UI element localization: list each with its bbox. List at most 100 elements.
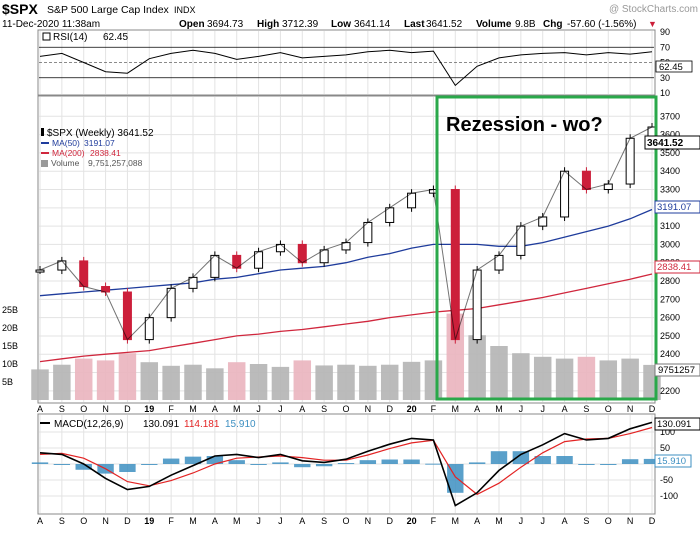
ma200-legend-value: 2838.41 [90, 148, 121, 158]
macd-month-label: 19 [144, 516, 154, 526]
rsi-tick-label: 90 [660, 27, 670, 37]
macd-histogram-bar [294, 464, 311, 468]
grid-layer [39, 31, 654, 513]
rsi-tick-label: 70 [660, 42, 670, 52]
macd-month-label: J [540, 516, 545, 526]
macd-tick-label: -100 [660, 491, 678, 501]
ma200-last-badge-text: 2838.41 [657, 262, 691, 273]
price-month-label: A [212, 404, 218, 414]
rsi-legend-value: 62.45 [103, 32, 128, 43]
macd-month-label: A [299, 516, 305, 526]
macd-series [31, 421, 661, 507]
volume-bar [184, 364, 202, 400]
macd-month-label: F [168, 516, 174, 526]
macd-hist-badge: 15.910 [654, 454, 692, 468]
macd-month-label: M [452, 516, 460, 526]
volume-tick-label: 5B [2, 377, 13, 387]
macd-month-label: F [431, 516, 437, 526]
price-month-label: O [80, 404, 87, 414]
macd-month-label: N [102, 516, 109, 526]
price-month-label: J [256, 404, 261, 414]
macd-legend-label: MACD(12,26,9) [54, 419, 123, 430]
price-month-label: A [562, 404, 568, 414]
macd-tick-label: 100 [660, 427, 675, 437]
macd-hist-badge-text: 15.910 [657, 456, 686, 467]
volume-bar [555, 358, 574, 400]
volume-bar [96, 360, 115, 400]
macd-legend-macd-value: 130.091 [143, 419, 180, 430]
rsi-series [39, 49, 653, 87]
stat-high-label: High [257, 19, 279, 30]
volume-legend-label: Volume [51, 158, 80, 168]
price-month-label: 20 [407, 404, 417, 414]
macd-histogram-bar [162, 458, 180, 464]
macd-month-label: M [495, 516, 503, 526]
macd-month-label: S [321, 516, 327, 526]
price-tick-label: 3500 [660, 148, 680, 158]
macd-month-label: A [212, 516, 218, 526]
volume-bar [621, 358, 639, 400]
macd-histogram-bar [315, 464, 333, 467]
macd-month-label: N [627, 516, 634, 526]
volume-bar [424, 360, 443, 400]
price-tick-label: 2800 [660, 276, 680, 286]
rsi-legend-label: RSI(14) [53, 32, 87, 43]
price-tick-label: 3000 [660, 239, 680, 249]
macd-histogram-bar [184, 456, 202, 464]
price-month-label: N [102, 404, 109, 414]
macd-histogram-bar [250, 464, 267, 465]
macd-month-label: D [386, 516, 393, 526]
volume-bar [512, 353, 530, 400]
price-month-label: J [540, 404, 545, 414]
price-month-label: M [495, 404, 503, 414]
ma200-legend-label: MA(200) [52, 148, 85, 158]
macd-histogram-bar [359, 460, 377, 464]
macd-histogram-bar [337, 463, 355, 465]
volume-tick-label: 25B [2, 305, 18, 315]
price-last-badge-text: 3641.52 [647, 138, 684, 149]
macd-last-badge-box [654, 417, 700, 431]
volume-bar [490, 346, 508, 400]
price-month-label: A [474, 404, 480, 414]
stat-last-label: Last [404, 19, 425, 30]
price-month-label: O [342, 404, 349, 414]
volume-bar [402, 361, 421, 400]
volume-bar [140, 362, 159, 400]
price-month-label: D [124, 404, 131, 414]
rsi-last-badge: 62.45 [655, 60, 693, 73]
macd-histogram-bar [600, 464, 617, 465]
macd-line [39, 421, 653, 507]
macd-histogram-bar [534, 456, 551, 464]
price-month-label: A [299, 404, 305, 414]
macd-legend-hist-value: 15.910 [225, 419, 256, 430]
volume-tick-label: 15B [2, 341, 18, 351]
volume-bar [227, 362, 246, 400]
ma50-line [39, 208, 653, 297]
macd-month-label: A [562, 516, 568, 526]
volume-last-badge-text: 9751257 [658, 365, 695, 376]
volume-tick-label: 10B [2, 359, 18, 369]
stat-low-value: 3641.14 [354, 19, 391, 30]
macd-histogram-bar [206, 456, 224, 464]
volume-legend-swatch [41, 160, 48, 167]
volume-bar [337, 364, 355, 400]
rsi-tick-label: 10 [660, 88, 670, 98]
price-legend-title: $SPX (Weekly) 3641.52 [47, 128, 154, 139]
price-tick-label: 3300 [660, 185, 680, 195]
price-last-badge: 3641.52 [644, 135, 700, 150]
price-tick-label: 2400 [660, 349, 680, 359]
price-month-label: J [278, 404, 283, 414]
ma200-line [39, 273, 653, 363]
macd-histogram-bar [578, 464, 595, 465]
volume-bar [53, 364, 71, 400]
macd-histogram-bar [403, 459, 420, 464]
macd-tick-label: 50 [660, 443, 670, 453]
macd-hist-badge-box [654, 454, 692, 468]
header-stats: Open 3694.73 High 3712.39 Low 3641.14 La… [179, 19, 636, 30]
macd-legend-signal-value: 114.181 [184, 419, 220, 430]
volume-bar [599, 360, 618, 400]
macd-month-label: A [474, 516, 480, 526]
macd-signal-line [39, 426, 653, 496]
rsi-last-badge-text: 62.45 [659, 62, 683, 73]
